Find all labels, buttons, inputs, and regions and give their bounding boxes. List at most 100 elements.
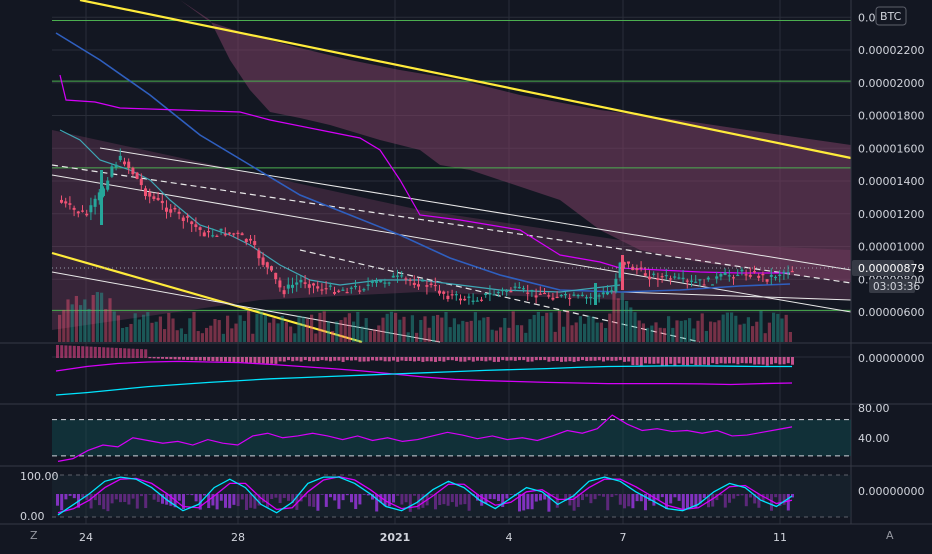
- candle-body[interactable]: [594, 283, 597, 305]
- candle-body[interactable]: [362, 289, 365, 290]
- candle-body[interactable]: [728, 275, 731, 276]
- candle-body[interactable]: [337, 291, 340, 292]
- candle-body[interactable]: [621, 255, 624, 290]
- candle-body[interactable]: [136, 173, 139, 179]
- candle-body[interactable]: [606, 292, 609, 294]
- candle-body[interactable]: [543, 293, 546, 294]
- candle-body[interactable]: [253, 241, 256, 245]
- candle-body[interactable]: [782, 272, 785, 274]
- candle-body[interactable]: [585, 297, 588, 298]
- candle-body[interactable]: [724, 272, 727, 275]
- candle-body[interactable]: [677, 277, 680, 278]
- candle-body[interactable]: [535, 295, 538, 297]
- candle-body[interactable]: [194, 224, 197, 227]
- candle-body[interactable]: [100, 170, 103, 225]
- candle-body[interactable]: [518, 287, 521, 288]
- candle-body[interactable]: [589, 297, 592, 298]
- candle-body[interactable]: [564, 294, 567, 295]
- candle-body[interactable]: [459, 299, 462, 301]
- candle-body[interactable]: [602, 292, 605, 294]
- candle-body[interactable]: [131, 168, 134, 174]
- candle-body[interactable]: [308, 284, 311, 288]
- candle-body[interactable]: [68, 203, 71, 205]
- candle-body[interactable]: [417, 284, 420, 286]
- candle-body[interactable]: [682, 278, 685, 279]
- candle-body[interactable]: [438, 291, 441, 294]
- candle-body[interactable]: [480, 300, 483, 301]
- candle-body[interactable]: [161, 201, 164, 203]
- candle-body[interactable]: [190, 221, 193, 224]
- candle-body[interactable]: [274, 273, 277, 279]
- candle-body[interactable]: [547, 295, 550, 296]
- candle-body[interactable]: [715, 276, 718, 278]
- candle-body[interactable]: [119, 156, 122, 160]
- candle-body[interactable]: [472, 301, 475, 302]
- candle-body[interactable]: [753, 271, 756, 272]
- candle-body[interactable]: [556, 297, 559, 298]
- candle-body[interactable]: [665, 275, 668, 276]
- candle-body[interactable]: [346, 292, 349, 293]
- candle-body[interactable]: [257, 250, 260, 258]
- candle-body[interactable]: [94, 199, 97, 207]
- candle-body[interactable]: [421, 280, 424, 281]
- zoom-button[interactable]: Z: [30, 529, 38, 542]
- candle-body[interactable]: [232, 233, 235, 234]
- candle-body[interactable]: [325, 288, 328, 289]
- candle-body[interactable]: [698, 279, 701, 280]
- candle-body[interactable]: [711, 284, 714, 285]
- candle-body[interactable]: [719, 274, 722, 277]
- candle-body[interactable]: [761, 274, 764, 275]
- candle-body[interactable]: [287, 285, 290, 289]
- candle-body[interactable]: [81, 211, 84, 212]
- candle-body[interactable]: [89, 205, 92, 212]
- candle-body[interactable]: [669, 278, 672, 279]
- candle-body[interactable]: [413, 283, 416, 285]
- candle-body[interactable]: [64, 201, 67, 203]
- candle-body[interactable]: [144, 188, 147, 196]
- candle-body[interactable]: [467, 297, 470, 298]
- candle-body[interactable]: [493, 294, 496, 295]
- candle-body[interactable]: [295, 282, 298, 284]
- candle-body[interactable]: [673, 276, 676, 277]
- candle-body[interactable]: [476, 301, 479, 302]
- candle-body[interactable]: [690, 281, 693, 282]
- candle-body[interactable]: [291, 285, 294, 288]
- candle-body[interactable]: [379, 280, 382, 282]
- candle-body[interactable]: [526, 293, 529, 294]
- candle-body[interactable]: [568, 298, 571, 299]
- candle-body[interactable]: [787, 272, 790, 273]
- candle-body[interactable]: [148, 192, 151, 196]
- candle-body[interactable]: [85, 214, 88, 216]
- candle-body[interactable]: [278, 280, 281, 287]
- candle-body[interactable]: [694, 282, 697, 283]
- candle-body[interactable]: [123, 162, 126, 165]
- candle-body[interactable]: [749, 275, 752, 277]
- candle-body[interactable]: [182, 218, 185, 221]
- candle-body[interactable]: [215, 236, 218, 237]
- candle-body[interactable]: [203, 232, 206, 236]
- candle-body[interactable]: [367, 285, 370, 286]
- candle-body[interactable]: [266, 262, 269, 267]
- candle-body[interactable]: [577, 295, 580, 296]
- candle-body[interactable]: [732, 277, 735, 278]
- candle-body[interactable]: [400, 275, 403, 276]
- candle-body[interactable]: [262, 257, 265, 264]
- candle-body[interactable]: [707, 278, 710, 280]
- candle-body[interactable]: [358, 290, 361, 291]
- candle-body[interactable]: [320, 289, 323, 290]
- candle-body[interactable]: [186, 216, 189, 217]
- candle-body[interactable]: [770, 275, 773, 277]
- candle-body[interactable]: [530, 290, 533, 291]
- candle-body[interactable]: [73, 208, 76, 210]
- candle-body[interactable]: [371, 281, 374, 283]
- candle-body[interactable]: [409, 280, 412, 281]
- candle-body[interactable]: [316, 286, 319, 288]
- candle-body[interactable]: [572, 295, 575, 296]
- candle-body[interactable]: [169, 209, 172, 212]
- candle-body[interactable]: [522, 288, 525, 289]
- candle-body[interactable]: [581, 295, 584, 296]
- candle-body[interactable]: [249, 239, 252, 241]
- candle-body[interactable]: [766, 279, 769, 282]
- candle-body[interactable]: [614, 279, 617, 292]
